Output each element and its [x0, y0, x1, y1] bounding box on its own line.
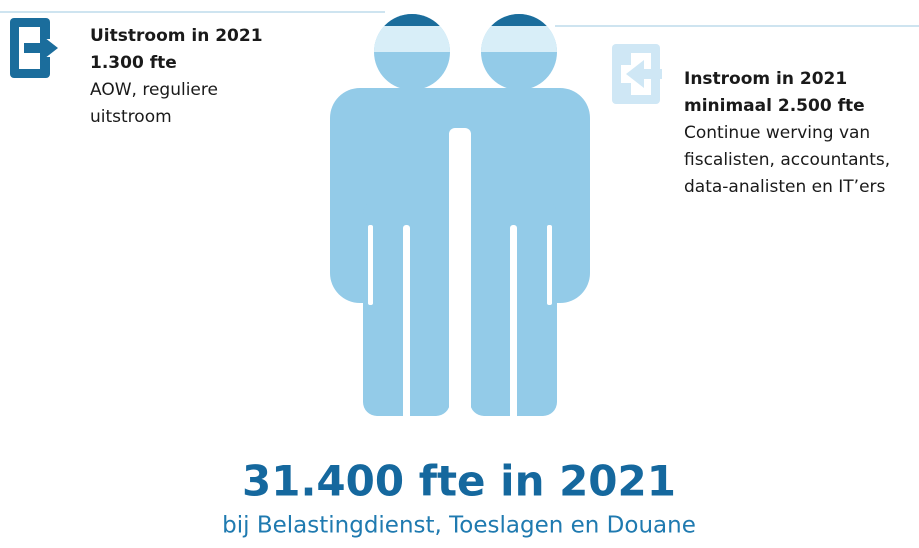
outflow-description: uitstroom — [90, 107, 172, 127]
outflow-description: AOW, reguliere — [90, 80, 218, 100]
inflow-description: data-analisten en IT’ers — [684, 177, 886, 197]
inflow-title: Instroom in 2021 — [684, 69, 847, 89]
outflow-amount: 1.300 fte — [90, 53, 177, 73]
total-subtitle: bij Belastingdienst, Toeslagen en Douane — [222, 513, 696, 539]
outflow-title: Uitstroom in 2021 — [90, 26, 263, 46]
inflow-amount: minimaal 2.500 fte — [684, 96, 865, 116]
total-title: 31.400 fte in 2021 — [242, 457, 676, 506]
inflow-description: fiscalisten, accountants, — [684, 150, 890, 170]
inflow-description: Continue werving van — [684, 123, 870, 143]
people-figure — [330, 14, 590, 428]
outflow-icon — [10, 18, 58, 78]
inflow-icon — [612, 44, 662, 104]
